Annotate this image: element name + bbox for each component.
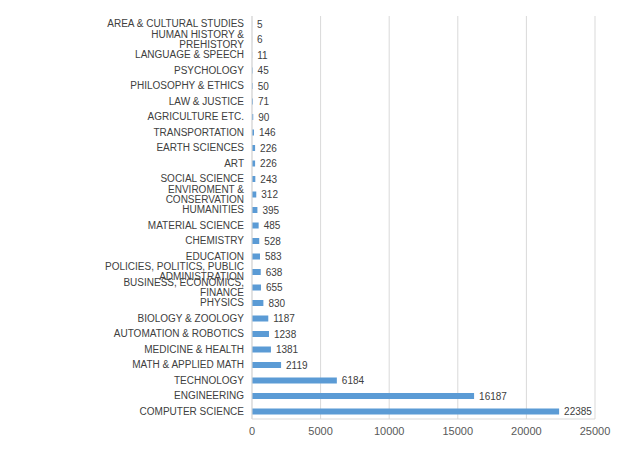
svg-text:25000: 25000 (580, 425, 611, 437)
svg-text:LANGUAGE & SPEECH: LANGUAGE & SPEECH (135, 49, 244, 60)
svg-text:226: 226 (260, 158, 277, 169)
svg-text:0: 0 (249, 425, 255, 437)
svg-text:HUMAN HISTORY &PREHISTORY: HUMAN HISTORY &PREHISTORY (151, 29, 244, 50)
svg-text:TRANSPORTATION: TRANSPORTATION (153, 127, 244, 138)
svg-text:ART: ART (224, 158, 244, 169)
svg-text:AGRICULTURE ETC.: AGRICULTURE ETC. (148, 111, 245, 122)
svg-text:243: 243 (260, 174, 277, 185)
svg-text:PHILOSOPHY & ETHICS: PHILOSOPHY & ETHICS (130, 80, 244, 91)
svg-text:830: 830 (268, 298, 285, 309)
svg-text:50: 50 (258, 81, 270, 92)
svg-text:MEDICINE & HEALTH: MEDICINE & HEALTH (144, 344, 244, 355)
svg-text:395: 395 (262, 205, 279, 216)
svg-text:6184: 6184 (342, 375, 365, 386)
svg-text:MATERIAL SCIENCE: MATERIAL SCIENCE (148, 220, 244, 231)
svg-text:312: 312 (261, 189, 278, 200)
svg-text:71: 71 (258, 96, 270, 107)
svg-text:22385: 22385 (564, 406, 592, 417)
svg-text:HUMANITIES: HUMANITIES (182, 204, 244, 215)
svg-text:AREA & CULTURAL STUDIES: AREA & CULTURAL STUDIES (107, 18, 244, 29)
svg-text:COMPUTER SCIENCE: COMPUTER SCIENCE (140, 406, 245, 417)
svg-text:226: 226 (260, 143, 277, 154)
svg-text:5000: 5000 (308, 425, 332, 437)
svg-text:15000: 15000 (443, 425, 474, 437)
svg-text:AUTOMATION & ROBOTICS: AUTOMATION & ROBOTICS (114, 328, 245, 339)
svg-text:11: 11 (257, 50, 268, 61)
svg-text:PHYSICS: PHYSICS (200, 297, 244, 308)
svg-text:BUSINESS, ECONOMICS,FINANCE: BUSINESS, ECONOMICS,FINANCE (123, 277, 244, 298)
svg-text:655: 655 (266, 282, 283, 293)
svg-text:1187: 1187 (273, 313, 295, 324)
svg-text:CHEMISTRY: CHEMISTRY (185, 235, 244, 246)
svg-text:MATH & APPLIED MATH: MATH & APPLIED MATH (132, 359, 244, 370)
svg-text:SOCIAL SCIENCE: SOCIAL SCIENCE (160, 173, 244, 184)
svg-text:1238: 1238 (274, 329, 297, 340)
svg-text:146: 146 (259, 127, 276, 138)
svg-text:638: 638 (266, 267, 283, 278)
svg-text:ENGINEERING: ENGINEERING (174, 390, 244, 401)
svg-text:20000: 20000 (511, 425, 542, 437)
svg-text:EARTH SCIENCES: EARTH SCIENCES (156, 142, 244, 153)
svg-text:TECHNOLOGY: TECHNOLOGY (174, 375, 244, 386)
svg-text:16187: 16187 (479, 391, 507, 402)
svg-text:528: 528 (264, 236, 281, 247)
svg-text:10000: 10000 (374, 425, 405, 437)
svg-text:6: 6 (257, 34, 263, 45)
svg-text:LAW & JUSTICE: LAW & JUSTICE (169, 96, 245, 107)
svg-text:EDUCATION: EDUCATION (186, 251, 244, 262)
svg-text:5: 5 (257, 19, 263, 30)
svg-text:583: 583 (265, 251, 282, 262)
svg-text:2119: 2119 (286, 360, 308, 371)
svg-text:ENVIROMENT &CONSERVATION: ENVIROMENT &CONSERVATION (166, 184, 245, 205)
svg-text:45: 45 (258, 65, 270, 76)
svg-text:485: 485 (264, 220, 281, 231)
svg-text:BIOLOGY & ZOOLOGY: BIOLOGY & ZOOLOGY (137, 313, 244, 324)
svg-text:90: 90 (258, 112, 270, 123)
svg-text:1381: 1381 (276, 344, 299, 355)
svg-text:PSYCHOLOGY: PSYCHOLOGY (174, 65, 244, 76)
